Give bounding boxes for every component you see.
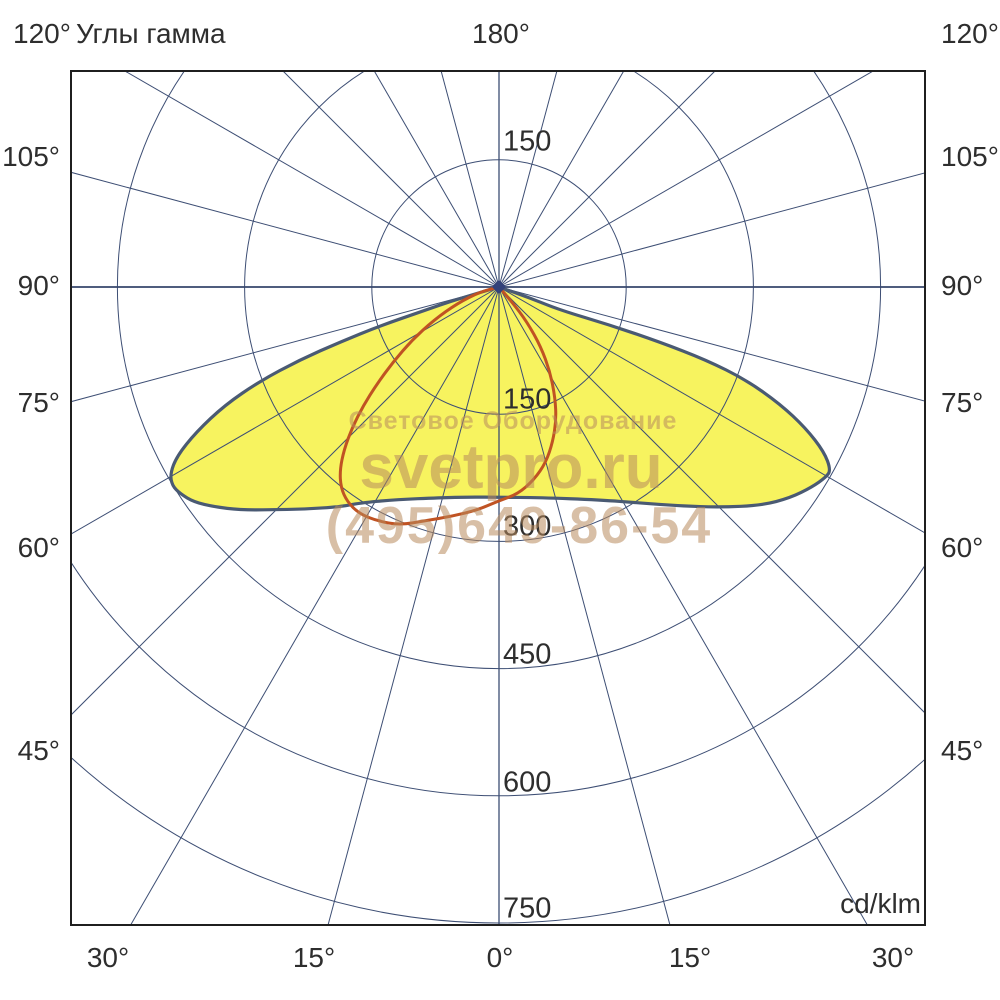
unit-label: cd/klm bbox=[840, 888, 921, 919]
grid-ray bbox=[498, 286, 925, 402]
narrow-beam-outline bbox=[338, 285, 558, 526]
radial-value-label: 150 bbox=[503, 125, 552, 158]
grid-ray bbox=[498, 286, 671, 925]
plot-frame bbox=[70, 70, 926, 926]
gamma-label-right: 105° bbox=[941, 141, 999, 172]
grid-ray bbox=[498, 286, 925, 534]
gamma-label-right: 90° bbox=[941, 270, 984, 301]
grid-ray bbox=[373, 71, 500, 288]
radial-value-label: 600 bbox=[503, 766, 552, 799]
top-left-angle-label: 120° bbox=[13, 18, 71, 49]
gamma-label-right: 60° bbox=[941, 532, 984, 563]
gamma-label-bottom: 30° bbox=[871, 942, 915, 973]
grid-ray bbox=[130, 286, 500, 925]
grid-ray bbox=[440, 71, 500, 288]
gamma-label-bottom: 0° bbox=[486, 942, 514, 973]
grid-ray bbox=[282, 71, 500, 288]
top-center-angle-label: 180° bbox=[472, 18, 530, 49]
radial-value-label: 750 bbox=[503, 892, 552, 925]
center-marker bbox=[492, 280, 506, 294]
gamma-label-left: 60° bbox=[17, 532, 60, 563]
gamma-label-bottom: 15° bbox=[668, 942, 712, 973]
grid-ray bbox=[498, 71, 716, 288]
gamma-label-left: 90° bbox=[17, 270, 60, 301]
gamma-label-left: 75° bbox=[17, 387, 60, 418]
gamma-label-bottom: 30° bbox=[86, 942, 130, 973]
wide-beam-fill bbox=[170, 287, 830, 510]
gamma-label-right: 75° bbox=[941, 387, 984, 418]
grid-ray bbox=[71, 286, 500, 535]
grid-ray bbox=[498, 172, 925, 288]
grid-ray bbox=[123, 71, 500, 288]
gamma-label-left: 105° bbox=[2, 141, 60, 172]
grid-ray bbox=[498, 71, 558, 288]
chart-title: Углы гамма bbox=[76, 18, 226, 49]
grid-ray bbox=[71, 286, 500, 716]
grid-ray bbox=[71, 171, 500, 288]
grid-ray bbox=[498, 286, 925, 714]
radial-value-label: 300 bbox=[503, 510, 552, 543]
gamma-label-left: 45° bbox=[17, 735, 60, 766]
gamma-label-right: 45° bbox=[941, 735, 984, 766]
grid-ray bbox=[498, 71, 875, 288]
gamma-label-bottom: 15° bbox=[292, 942, 336, 973]
wide-beam-outline bbox=[169, 285, 832, 512]
radial-value-label: 150 bbox=[503, 383, 552, 416]
grid-ray bbox=[71, 286, 500, 403]
grid-ray bbox=[498, 286, 868, 925]
radial-value-label: 450 bbox=[503, 638, 552, 671]
top-right-angle-label: 120° bbox=[941, 18, 999, 49]
grid-ray bbox=[498, 71, 625, 288]
